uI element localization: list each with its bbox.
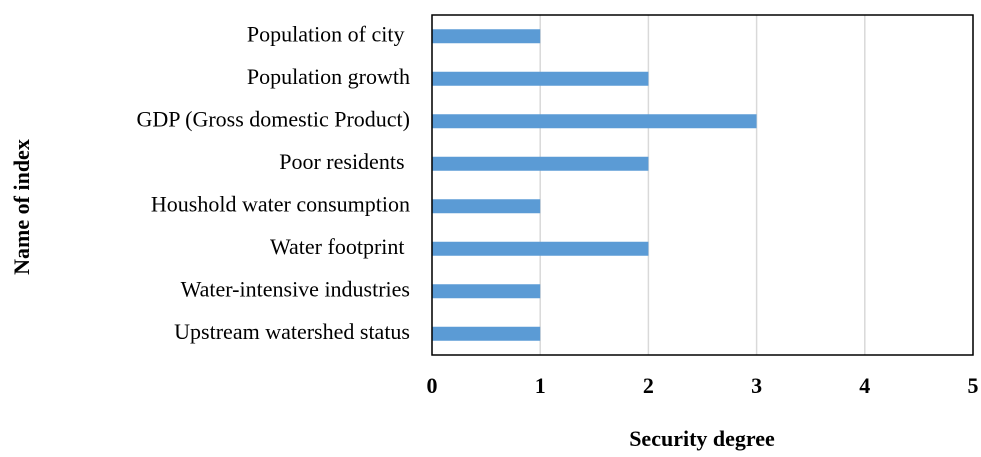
bar: [432, 199, 541, 214]
y-tick-label: Poor residents: [279, 149, 410, 174]
x-tick-label: 0: [427, 373, 438, 398]
y-tick-label: Water footprint: [270, 234, 410, 259]
bar: [432, 156, 649, 171]
bar: [432, 114, 757, 129]
y-tick-label: Houshold water consumption: [151, 191, 410, 216]
y-tick-label: Upstream watershed status: [174, 319, 410, 344]
bar: [432, 29, 541, 44]
x-axis-title: Security degree: [629, 426, 775, 451]
bar: [432, 326, 541, 341]
x-tick-label: 2: [643, 373, 654, 398]
bar: [432, 241, 649, 256]
x-tick-label: 3: [751, 373, 762, 398]
plot-border: [431, 14, 974, 356]
y-tick-label: Water-intensive industries: [181, 276, 410, 301]
x-tick-label: 5: [968, 373, 979, 398]
y-axis-title: Name of index: [9, 139, 34, 275]
bar: [432, 284, 541, 299]
x-tick-label: 1: [535, 373, 546, 398]
bar: [432, 71, 649, 86]
x-tick-label: 4: [859, 373, 870, 398]
y-tick-label: GDP (Gross domestic Product): [136, 106, 410, 131]
y-tick-label: Population growth: [247, 64, 410, 89]
y-tick-label: Population of city: [247, 21, 410, 46]
